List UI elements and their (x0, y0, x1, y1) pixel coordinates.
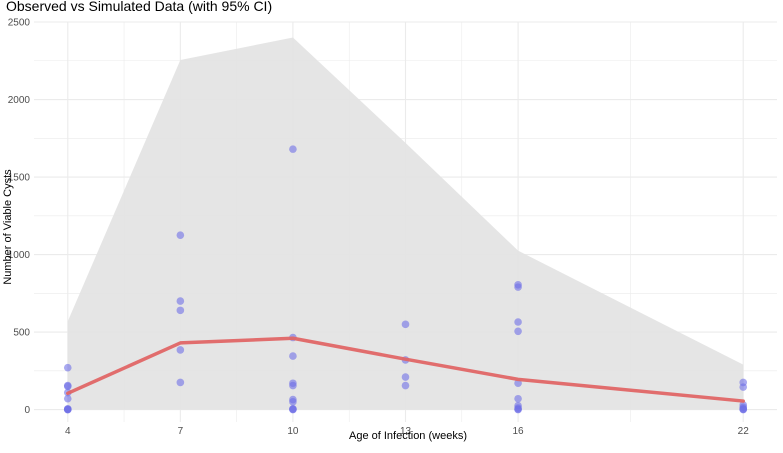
x-tick-label: 4 (65, 426, 71, 437)
x-tick-label: 13 (400, 426, 412, 437)
observed-point (176, 306, 185, 315)
observed-point (176, 297, 185, 305)
observed-point (289, 405, 297, 414)
y-tick-label: 2000 (8, 95, 31, 106)
y-tick-label: 1500 (8, 173, 31, 184)
observed-point (63, 405, 72, 414)
x-tick-label: 10 (287, 426, 299, 437)
x-tick-label: 22 (738, 426, 750, 437)
y-tick-label: 2500 (8, 18, 31, 29)
simulated-line-group (66, 336, 745, 403)
observed-point (289, 398, 297, 406)
observed-point (401, 320, 410, 329)
simulated-line (66, 336, 745, 403)
ci-band (67, 37, 744, 410)
x-tick-label: 16 (513, 426, 525, 437)
observed-point (176, 231, 185, 239)
x-axis-ticks: 4 7 10 13 16 22 (65, 426, 749, 437)
x-tick-label: 7 (178, 426, 184, 437)
observed-point (739, 383, 748, 391)
observed-point (289, 352, 297, 360)
observed-point (401, 373, 410, 381)
y-tick-label: 0 (24, 405, 30, 416)
y-axis-label: Number of Viable Cysts (2, 169, 14, 285)
observed-point (63, 394, 72, 403)
observed-point (514, 394, 522, 403)
ci-band-group (67, 37, 744, 410)
observed-point (176, 346, 185, 354)
y-tick-label: 1000 (8, 250, 31, 261)
observed-point (63, 382, 72, 391)
observed-point (514, 327, 522, 336)
observed-point (514, 283, 522, 291)
observed-points-group (63, 145, 748, 414)
observed-point (176, 378, 185, 387)
y-axis-ticks: 0 500 1000 1500 2000 2500 (8, 18, 31, 417)
y-tick-label: 500 (13, 328, 30, 339)
observed-point (289, 145, 297, 153)
observed-point (514, 318, 522, 326)
observed-point (63, 363, 72, 372)
observed-point (739, 405, 748, 414)
observed-point (514, 379, 522, 388)
observed-point (401, 381, 410, 390)
observed-point (514, 405, 522, 413)
observed-point (289, 381, 297, 390)
x-axis-label: Age of Infection (weeks) (349, 430, 467, 442)
chart-title: Observed vs Simulated Data (with 95% CI) (6, 0, 272, 14)
